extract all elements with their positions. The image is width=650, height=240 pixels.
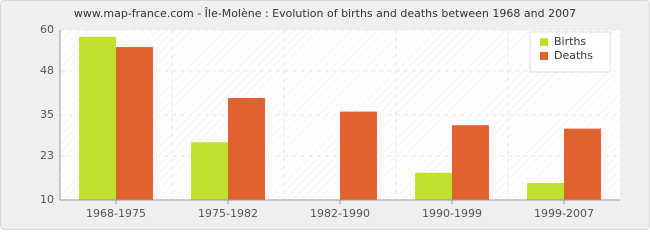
chart-title: www.map-france.com - Île-Molène : Evolut… (74, 7, 576, 20)
x-tick-label: 1968-1975 (86, 207, 146, 220)
x-tick-label: 1990-1999 (422, 207, 482, 220)
bar (228, 98, 265, 200)
bar (191, 142, 228, 200)
bar (564, 128, 601, 200)
bar (116, 47, 153, 200)
bar (415, 172, 452, 200)
legend-swatch (540, 38, 548, 46)
page: www.map-france.com - Île-Molène : Evolut… (0, 0, 650, 230)
x-tick-label: 1982-1990 (310, 207, 370, 220)
y-tick-label: 10 (40, 193, 54, 206)
x-tick-label: 1975-1982 (198, 207, 258, 220)
legend-label: Births (554, 35, 586, 48)
bar (527, 183, 564, 200)
y-tick-label: 35 (40, 108, 54, 121)
bar (452, 125, 489, 200)
legend-swatch (540, 52, 548, 60)
bar (79, 36, 116, 200)
y-tick-label: 60 (40, 23, 54, 36)
y-tick-label: 23 (40, 149, 54, 162)
y-tick-label: 48 (40, 64, 54, 77)
bar (340, 111, 377, 200)
legend-label: Deaths (554, 49, 593, 62)
x-tick-label: 1999-2007 (534, 207, 594, 220)
chart: www.map-france.com - Île-Molène : Evolut… (0, 0, 650, 230)
